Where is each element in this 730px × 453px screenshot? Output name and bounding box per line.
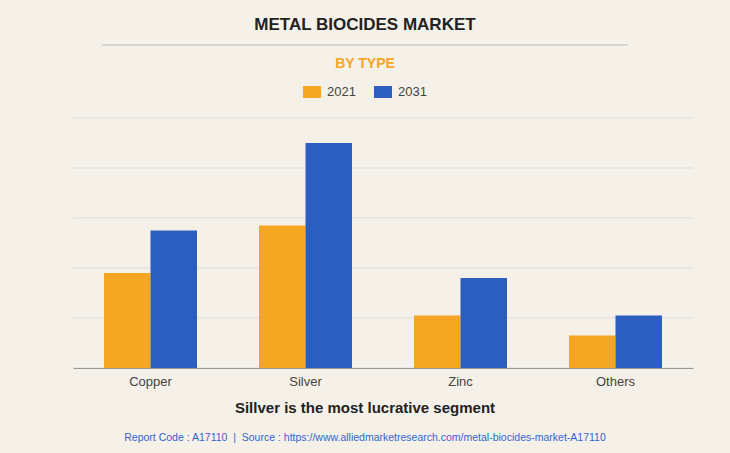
grid-line bbox=[73, 118, 693, 119]
bar-series bbox=[104, 226, 616, 369]
bars bbox=[104, 143, 662, 368]
title-rule bbox=[102, 45, 628, 46]
bar bbox=[616, 316, 663, 369]
legend-label: 2021 bbox=[327, 84, 356, 99]
caption: Sillver is the most lucrative segment bbox=[235, 399, 495, 416]
bar bbox=[104, 273, 151, 368]
chart: METAL BIOCIDES MARKET BY TYPE Copper Silver… bbox=[0, 0, 730, 453]
plot: Copper Silver Zinc Others bbox=[73, 118, 694, 389]
title: METAL BIOCIDES MARKET bbox=[254, 15, 476, 34]
bar bbox=[414, 316, 461, 369]
bar bbox=[569, 336, 616, 369]
x-tick-label: Zinc bbox=[448, 374, 473, 389]
grid bbox=[73, 118, 693, 368]
legend-item: 2021 bbox=[303, 84, 356, 99]
x-tick: Others bbox=[596, 374, 636, 389]
grid-line bbox=[73, 218, 693, 219]
x-tick-label: Copper bbox=[129, 374, 172, 389]
subtitle: BY TYPE bbox=[335, 55, 395, 71]
bar bbox=[151, 231, 198, 369]
bar-series bbox=[151, 143, 663, 368]
legend-item: 2031 bbox=[374, 84, 427, 99]
bar bbox=[306, 143, 353, 368]
bar bbox=[259, 226, 306, 369]
footer: Report Code : A17110 | Source : https://… bbox=[124, 431, 606, 443]
x-axis: Copper Silver Zinc Others bbox=[74, 369, 694, 390]
bar bbox=[461, 278, 508, 368]
x-tick: Zinc bbox=[448, 374, 473, 389]
x-tick-label: Silver bbox=[289, 374, 322, 389]
legend-swatch bbox=[303, 86, 321, 98]
grid-line bbox=[73, 168, 693, 169]
legend-label: 2031 bbox=[398, 84, 427, 99]
x-tick-label: Others bbox=[596, 374, 636, 389]
x-tick: Silver bbox=[289, 374, 322, 389]
x-axis-line bbox=[74, 368, 694, 369]
legend: 2021 2031 bbox=[303, 84, 427, 99]
legend-swatch bbox=[374, 86, 392, 98]
x-tick: Copper bbox=[129, 374, 172, 389]
background bbox=[0, 0, 730, 453]
